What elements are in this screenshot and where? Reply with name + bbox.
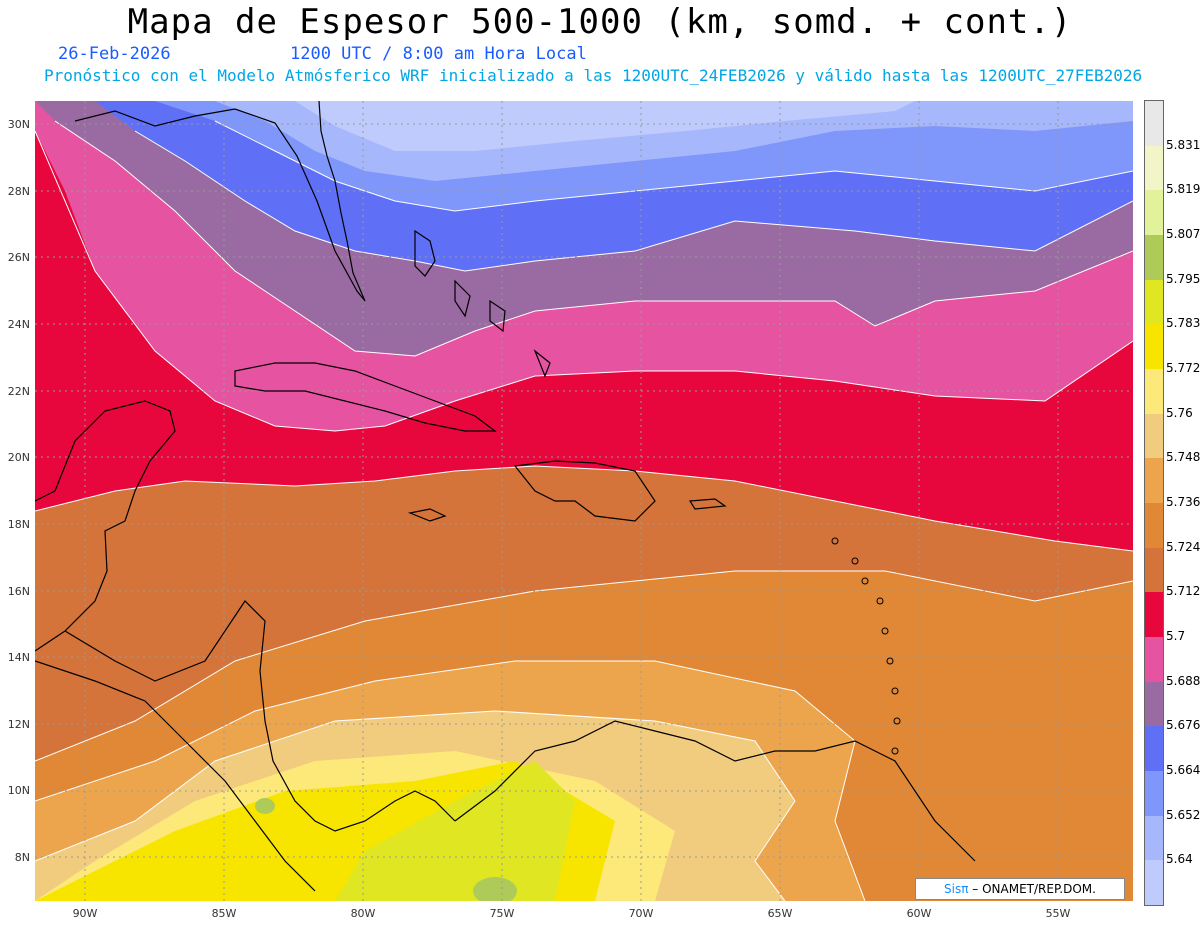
legend-swatch	[1145, 636, 1163, 682]
map-title: Mapa de Espesor 500-1000 (km, somd. + co…	[127, 2, 1073, 42]
legend-swatch	[1145, 101, 1163, 146]
valid-date: 26-Feb-2026	[58, 44, 171, 64]
lon-label: 90W	[72, 907, 98, 920]
lat-label: 12N	[7, 718, 30, 731]
legend-swatch	[1145, 413, 1163, 459]
map-canvas	[35, 101, 1133, 901]
credit-box: Sisπ – ONAMET/REP.DOM.	[915, 878, 1125, 900]
lat-label: 20N	[7, 451, 30, 464]
legend-swatch	[1145, 458, 1163, 503]
legend-label: 5.724	[1166, 539, 1200, 554]
legend-label: 5.664	[1166, 763, 1200, 777]
legend-swatch	[1145, 860, 1163, 905]
lon-label: 70W	[628, 907, 654, 920]
lon-label: 60W	[906, 907, 932, 920]
legend-swatch	[1145, 279, 1163, 325]
legend-label: 5.7	[1166, 629, 1186, 643]
thickness-map	[35, 101, 1133, 901]
legend-label: 5.795	[1166, 271, 1200, 286]
lat-label: 26N	[7, 251, 30, 264]
legend-swatch	[1145, 815, 1163, 861]
lat-label: 18N	[7, 518, 30, 531]
lat-label: 8N	[14, 851, 30, 864]
lat-label: 10N	[7, 784, 30, 797]
lon-label: 55W	[1045, 907, 1071, 920]
lon-label: 80W	[350, 907, 376, 920]
legend-swatch	[1145, 770, 1163, 816]
lat-label: 30N	[7, 118, 30, 131]
lon-label: 65W	[767, 907, 793, 920]
legend-label: 5.712	[1166, 584, 1200, 599]
lat-label: 22N	[7, 385, 30, 398]
legend-swatch	[1145, 547, 1163, 593]
lon-label: 85W	[211, 907, 237, 920]
credit-text: – ONAMET/REP.DOM.	[972, 882, 1096, 896]
legend-swatch	[1145, 502, 1163, 548]
forecast-info: Pronóstico con el Modelo Atmósferico WRF…	[44, 66, 1143, 85]
legend-label: 5.819	[1166, 182, 1200, 197]
legend-swatch	[1145, 145, 1163, 191]
legend-label: 5.676	[1166, 718, 1200, 733]
legend-swatch	[1145, 234, 1163, 280]
valid-time: 1200 UTC / 8:00 am Hora Local	[290, 44, 587, 64]
lat-label: 14N	[7, 651, 30, 664]
legend-label: 5.76	[1166, 405, 1193, 420]
legend-label: 5.783	[1166, 316, 1200, 331]
legend-label: 5.64	[1166, 852, 1193, 867]
band-5628	[295, 101, 915, 151]
coastlines	[35, 101, 976, 892]
legend-swatch	[1145, 592, 1163, 637]
band-5783	[335, 761, 575, 901]
band-5795-b	[255, 798, 275, 814]
lon-label: 75W	[489, 907, 515, 920]
lat-label: 16N	[7, 585, 30, 598]
legend-label: 5.831	[1166, 137, 1200, 152]
band-5795	[473, 877, 517, 901]
legend-label: 5.736	[1166, 495, 1200, 509]
color-legend	[1144, 100, 1164, 906]
sispi-logo: Sisπ	[944, 882, 969, 896]
legend-swatch	[1145, 324, 1163, 369]
legend-swatch	[1145, 190, 1163, 235]
legend-label: 5.688	[1166, 673, 1200, 688]
lat-label: 24N	[7, 318, 30, 331]
legend-swatch	[1145, 726, 1163, 771]
legend-label: 5.748	[1166, 450, 1200, 465]
island-marks	[831, 537, 901, 755]
legend-label: 5.772	[1166, 361, 1200, 375]
graticule	[35, 101, 1133, 901]
lat-label: 28N	[7, 185, 30, 198]
legend-swatch	[1145, 681, 1163, 727]
legend-label: 5.807	[1166, 227, 1200, 241]
legend-label: 5.652	[1166, 807, 1200, 822]
legend-swatch	[1145, 368, 1163, 414]
